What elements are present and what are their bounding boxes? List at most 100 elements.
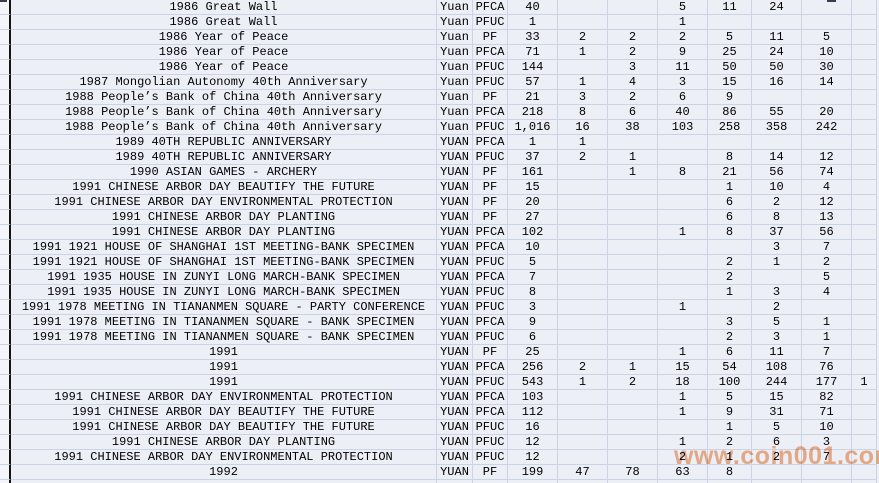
description-cell[interactable]: 1986 Year of Peace — [11, 45, 437, 60]
currency-cell[interactable]: YUAN — [437, 405, 473, 420]
value-cell[interactable] — [608, 285, 658, 300]
value-cell[interactable] — [658, 135, 708, 150]
grade-cell[interactable]: PFUC — [473, 120, 508, 135]
row-margin-cell[interactable] — [0, 465, 11, 480]
value-cell[interactable]: 56 — [752, 165, 802, 180]
value-cell[interactable]: 1 — [708, 450, 752, 465]
value-cell[interactable] — [852, 90, 877, 105]
value-cell[interactable] — [608, 270, 658, 285]
value-cell[interactable]: 2 — [752, 450, 802, 465]
value-cell[interactable]: 3 — [752, 240, 802, 255]
value-cell[interactable]: 30 — [802, 60, 852, 75]
grade-cell[interactable]: PFUC — [473, 420, 508, 435]
value-cell[interactable]: 3 — [802, 435, 852, 450]
currency-cell[interactable]: YUAN — [437, 135, 473, 150]
value-cell[interactable]: 199 — [508, 465, 558, 480]
value-cell[interactable]: 2 — [708, 435, 752, 450]
description-cell[interactable]: 1991 1921 HOUSE OF SHANGHAI 1ST MEETING-… — [11, 240, 437, 255]
grade-cell[interactable]: PFUC — [473, 375, 508, 390]
row-margin-cell[interactable] — [0, 30, 11, 45]
value-cell[interactable]: 112 — [508, 405, 558, 420]
currency-cell[interactable]: Yuan — [437, 45, 473, 60]
grade-cell[interactable]: PFUC — [473, 330, 508, 345]
currency-cell[interactable]: Yuan — [437, 15, 473, 30]
value-cell[interactable]: 2 — [608, 30, 658, 45]
value-cell[interactable] — [752, 480, 802, 483]
value-cell[interactable] — [802, 135, 852, 150]
value-cell[interactable]: 57 — [508, 75, 558, 90]
grade-cell[interactable]: PF — [473, 30, 508, 45]
grade-cell[interactable]: PFCA — [473, 135, 508, 150]
value-cell[interactable] — [802, 300, 852, 315]
value-cell[interactable]: 1 — [802, 330, 852, 345]
value-cell[interactable]: 38 — [608, 120, 658, 135]
row-margin-cell[interactable] — [0, 450, 11, 465]
value-cell[interactable]: 1 — [802, 315, 852, 330]
grade-cell[interactable]: PF — [473, 465, 508, 480]
row-margin-cell[interactable] — [0, 360, 11, 375]
value-cell[interactable]: 108 — [752, 360, 802, 375]
value-cell[interactable]: 358 — [752, 120, 802, 135]
grade-cell[interactable]: PFCA — [473, 0, 508, 15]
value-cell[interactable] — [658, 210, 708, 225]
value-cell[interactable] — [658, 285, 708, 300]
value-cell[interactable] — [708, 135, 752, 150]
value-cell[interactable] — [608, 450, 658, 465]
value-cell[interactable] — [852, 240, 877, 255]
value-cell[interactable] — [802, 15, 852, 30]
value-cell[interactable]: 4 — [802, 285, 852, 300]
value-cell[interactable]: 1 — [658, 15, 708, 30]
value-cell[interactable]: 7 — [802, 450, 852, 465]
row-margin-cell[interactable] — [0, 390, 11, 405]
description-cell[interactable] — [11, 480, 437, 483]
value-cell[interactable]: 10 — [802, 420, 852, 435]
currency-cell[interactable]: YUAN — [437, 345, 473, 360]
value-cell[interactable] — [852, 345, 877, 360]
grade-cell[interactable]: PFCA — [473, 270, 508, 285]
value-cell[interactable]: 6 — [608, 105, 658, 120]
value-cell[interactable]: 6 — [752, 435, 802, 450]
row-margin-cell[interactable] — [0, 75, 11, 90]
grade-cell[interactable]: PFUC — [473, 15, 508, 30]
value-cell[interactable] — [802, 465, 852, 480]
value-cell[interactable] — [608, 315, 658, 330]
value-cell[interactable]: 47 — [558, 465, 608, 480]
value-cell[interactable]: 8 — [658, 165, 708, 180]
description-cell[interactable]: 1987 Mongolian Autonomy 40th Anniversary — [11, 75, 437, 90]
grade-cell[interactable]: PFCA — [473, 315, 508, 330]
value-cell[interactable] — [608, 15, 658, 30]
description-cell[interactable]: 1991 1935 HOUSE IN ZUNYI LONG MARCH-BANK… — [11, 270, 437, 285]
value-cell[interactable] — [852, 360, 877, 375]
value-cell[interactable]: 12 — [508, 450, 558, 465]
grade-cell[interactable]: PFCA — [473, 105, 508, 120]
description-cell[interactable]: 1991 CHINESE ARBOR DAY BEAUTIFY THE FUTU… — [11, 420, 437, 435]
value-cell[interactable]: 78 — [608, 465, 658, 480]
value-cell[interactable] — [708, 480, 752, 483]
value-cell[interactable]: 1 — [658, 390, 708, 405]
value-cell[interactable]: 56 — [802, 225, 852, 240]
value-cell[interactable]: 3 — [558, 90, 608, 105]
value-cell[interactable] — [852, 465, 877, 480]
row-margin-cell[interactable] — [0, 165, 11, 180]
currency-cell[interactable]: YUAN — [437, 225, 473, 240]
currency-cell[interactable]: YUAN — [437, 285, 473, 300]
value-cell[interactable] — [608, 0, 658, 15]
value-cell[interactable]: 11 — [658, 60, 708, 75]
row-margin-cell[interactable] — [0, 195, 11, 210]
value-cell[interactable] — [608, 480, 658, 483]
row-margin-cell[interactable] — [0, 420, 11, 435]
currency-cell[interactable]: YUAN — [437, 180, 473, 195]
value-cell[interactable] — [852, 45, 877, 60]
value-cell[interactable]: 3 — [608, 60, 658, 75]
value-cell[interactable] — [558, 210, 608, 225]
value-cell[interactable] — [558, 165, 608, 180]
description-cell[interactable]: 1991 CHINESE ARBOR DAY ENVIRONMENTAL PRO… — [11, 195, 437, 210]
value-cell[interactable]: 15 — [658, 360, 708, 375]
value-cell[interactable]: 242 — [802, 120, 852, 135]
description-cell[interactable]: 1988 People’s Bank of China 40th Anniver… — [11, 90, 437, 105]
value-cell[interactable] — [658, 180, 708, 195]
value-cell[interactable]: 18 — [658, 375, 708, 390]
value-cell[interactable]: 76 — [802, 360, 852, 375]
value-cell[interactable] — [852, 450, 877, 465]
value-cell[interactable] — [708, 300, 752, 315]
